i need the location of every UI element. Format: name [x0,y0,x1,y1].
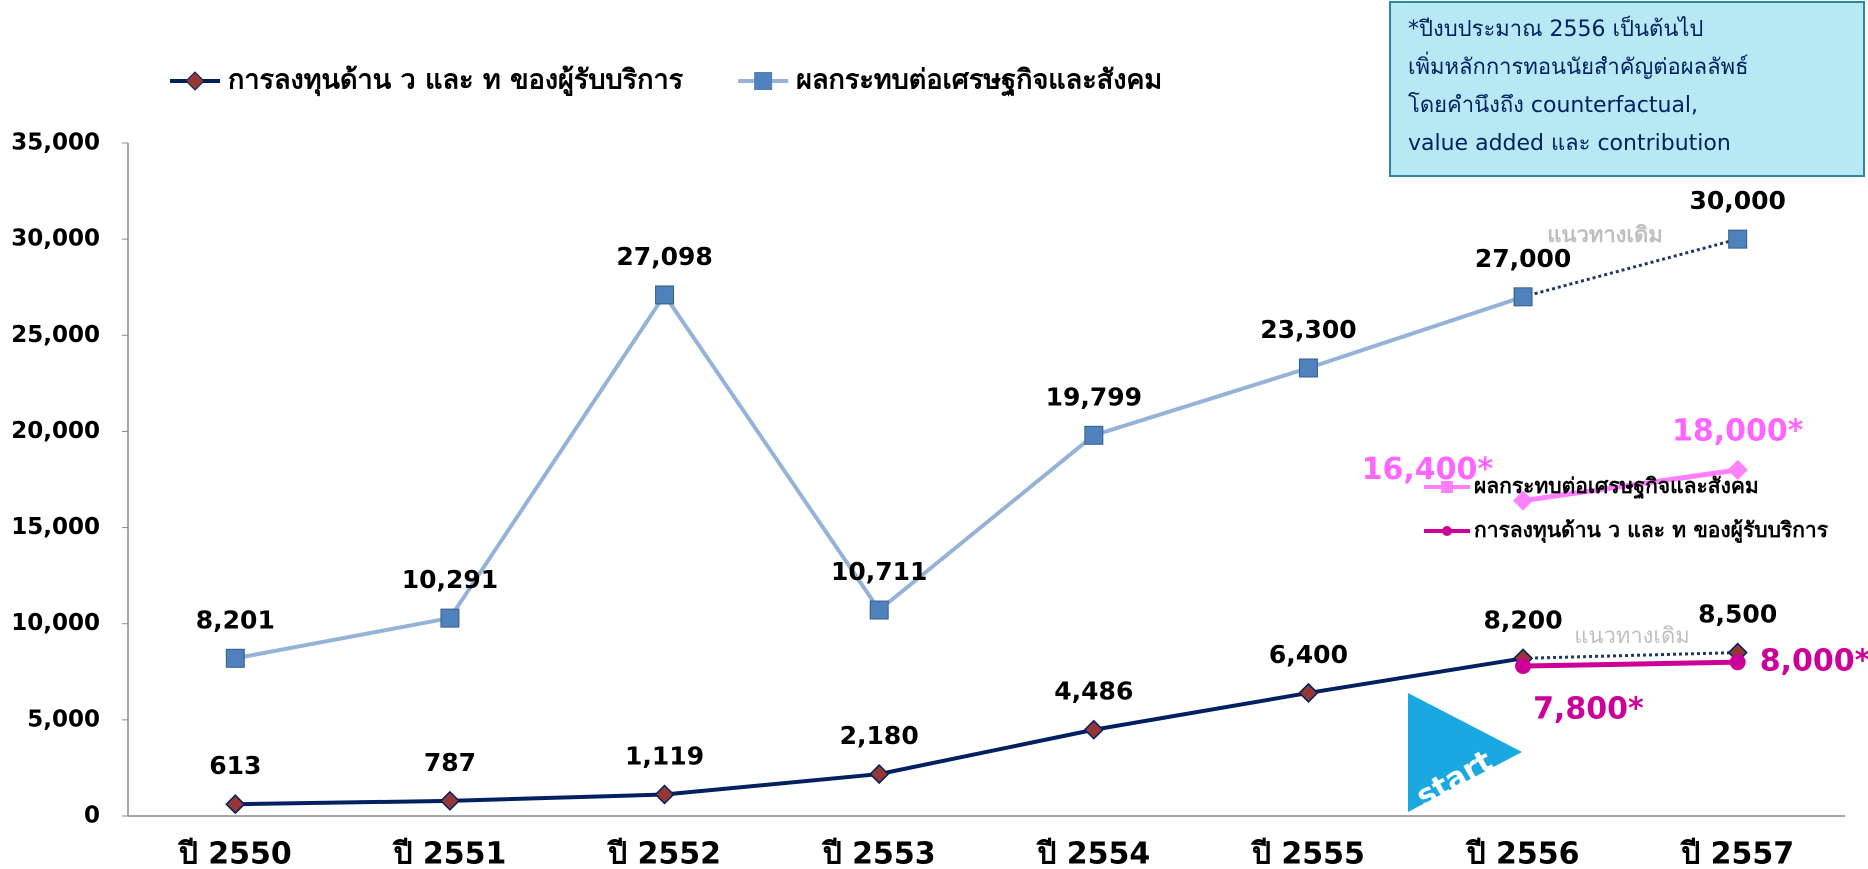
legend-marker [185,71,205,91]
marker [869,764,890,785]
marker [654,784,675,805]
x-tick-label: ปี 2551 [392,837,507,869]
note-box [1389,1,1865,177]
data-label: 27,000 [1475,244,1571,273]
y-tick-label: 10,000 [11,610,100,636]
marker [869,600,889,620]
data-label: 10,291 [402,565,498,594]
y-tick-label: 0 [84,803,100,829]
marker [1083,719,1104,740]
marker [439,790,460,811]
y-tick-label: 35,000 [11,130,100,156]
marker [1515,658,1532,675]
data-label: 18,000* [1672,413,1804,448]
marker [1513,490,1534,511]
line [1522,467,1739,504]
data-label: 8,200 [1484,605,1563,634]
data-label: 27,098 [616,242,712,271]
dashed-line [1522,237,1739,299]
annotation: แนวทางเดิม [1547,223,1662,248]
data-label: 30,000 [1689,186,1785,215]
line [1523,659,1738,669]
legend-marker [754,72,773,90]
data-label: 2,180 [840,721,919,750]
data-label: 613 [209,751,261,780]
data-label: 16,400* [1362,452,1494,487]
x-tick-label: ปี 2552 [606,837,721,869]
legend-label: ผลกระทบต่อเศรษฐกิจและสังคม [796,65,1162,98]
y-tick-label: 30,000 [11,226,100,252]
data-label: 10,711 [831,557,927,586]
x-tick-label: ปี 2553 [821,837,936,869]
note-line: โดยคำนึงถึง counterfactual, [1408,92,1698,118]
data-label: 7,800* [1533,692,1644,727]
y-tick-label: 25,000 [11,322,100,348]
data-label: 8,500 [1698,600,1777,629]
data-label: 6,400 [1269,640,1348,669]
marker [1298,682,1319,703]
note-line: value added และ contribution [1408,131,1731,156]
x-tick-label: ปี 2555 [1250,837,1365,869]
legend-label: ผลกระทบต่อเศรษฐกิจและสังคม [1474,474,1759,500]
data-label: 8,000* [1760,644,1868,679]
marker [1084,425,1104,445]
x-tick-label: ปี 2557 [1679,837,1794,869]
marker [440,608,460,628]
marker [1728,229,1748,249]
y-tick-label: 5,000 [27,706,100,732]
note-line: เพิ่มหลักการทอนนัยสำคัญต่อผลลัพธ์ [1408,51,1749,80]
marker [1727,459,1748,480]
data-label: 787 [424,748,476,777]
x-tick-label: ปี 2550 [177,837,292,869]
marker [1513,287,1533,307]
marker [225,648,245,668]
data-label: 8,201 [196,605,275,634]
start-arrow [1408,693,1522,812]
marker [655,285,675,305]
data-label: 1,119 [625,741,704,770]
legend-label: การลงทุนด้าน ว และ ท ของผู้รับบริการ [228,65,684,97]
dashed-line [1523,651,1738,660]
y-tick-label: 15,000 [11,514,100,540]
data-label: 19,799 [1046,382,1142,411]
y-tick-label: 20,000 [11,418,100,444]
marker [225,794,246,815]
x-tick-label: ปี 2556 [1465,837,1580,869]
legend-label: การลงทุนด้าน ว และ ท ของผู้รับบริการ [1474,518,1829,544]
data-label: 23,300 [1260,315,1356,344]
x-tick-label: ปี 2554 [1035,837,1150,869]
note-line: *ปีงบประมาณ 2556 เป็นต้นไป [1408,14,1703,42]
data-label: 4,486 [1054,677,1133,706]
annotation: แนวทางเดิม [1574,624,1689,649]
marker [1729,654,1746,671]
marker [1298,358,1318,378]
legend-marker [1441,481,1453,493]
legend-marker [1442,526,1452,536]
